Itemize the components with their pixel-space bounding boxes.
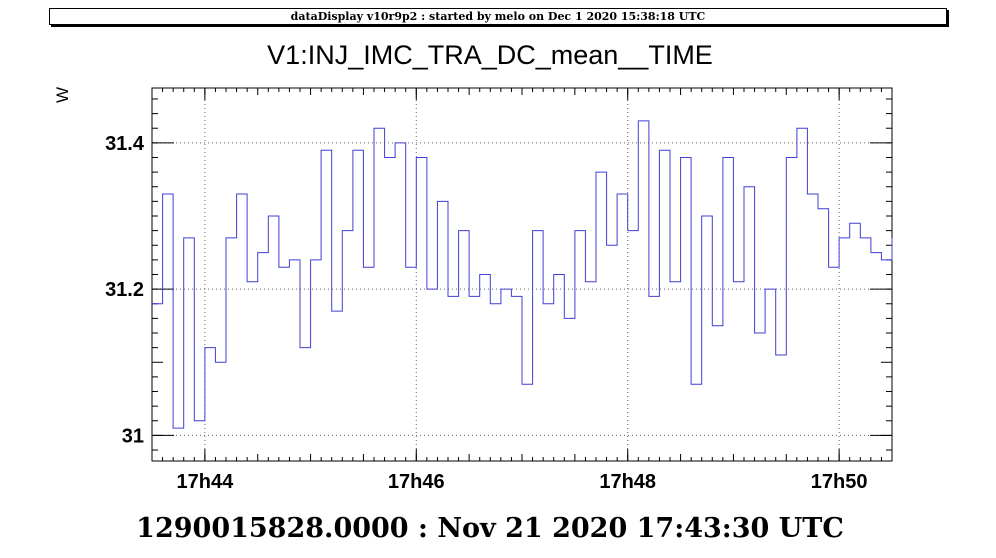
x-tick-label: 17h50 xyxy=(811,471,868,493)
chart-title: V1:INJ_IMC_TRA_DC_mean__TIME xyxy=(267,40,713,70)
app-banner: dataDisplay v10r9p2 : started by melo on… xyxy=(49,8,947,25)
series-line xyxy=(152,120,893,429)
tick-labels: 17h44 17h46 17h48 17h50 31 31.2 31.4 xyxy=(105,133,867,493)
grid-lines xyxy=(152,88,892,461)
x-tick-label: 17h44 xyxy=(176,471,234,493)
footer-timestamp: 1290015828.0000 : Nov 21 2020 17:43:30 U… xyxy=(136,513,844,544)
axis-ticks xyxy=(151,88,893,461)
y-tick-label: 31.2 xyxy=(105,279,144,301)
x-tick-label: 17h48 xyxy=(599,471,656,493)
y-tick-label: 31.4 xyxy=(105,133,145,155)
x-tick-label: 17h46 xyxy=(388,471,445,493)
plot-frame xyxy=(151,87,893,462)
y-tick-label: 31 xyxy=(122,425,144,447)
